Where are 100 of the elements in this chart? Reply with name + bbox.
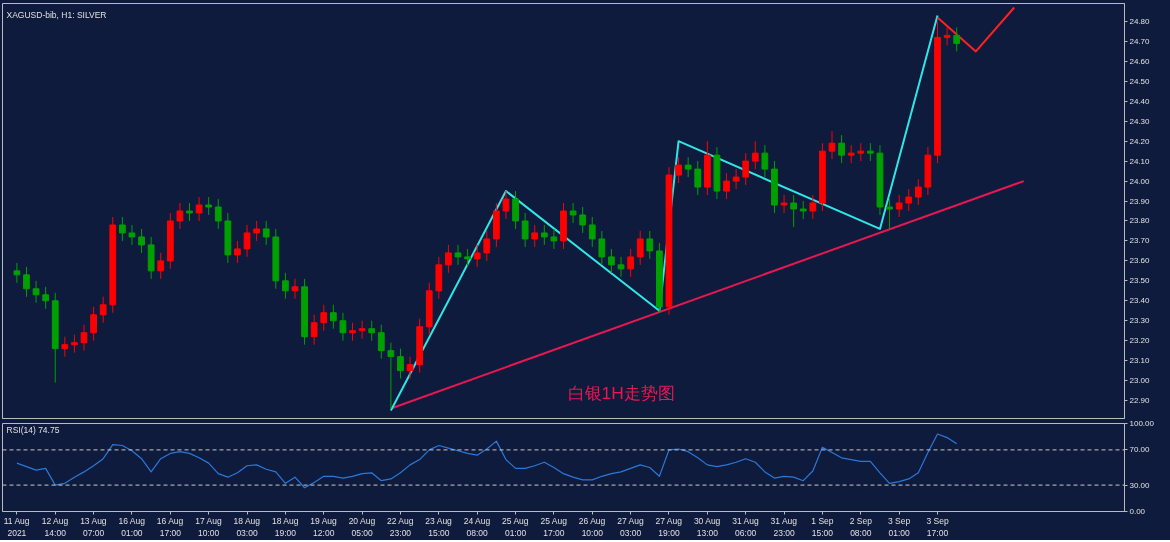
- y-tick-label: 23.40: [1129, 296, 1151, 306]
- candlestick: [598, 230, 606, 266]
- y-tick-label: 23.30: [1129, 316, 1151, 326]
- candlestick: [646, 230, 654, 260]
- candlestick: [751, 140, 759, 170]
- x-tick-label: 27 Aug 19:00: [655, 515, 683, 538]
- x-tick-label: 23 Aug 15:00: [425, 515, 453, 538]
- x-tick-label: 24 Aug 08:00: [463, 515, 491, 538]
- candlestick: [473, 244, 481, 268]
- candlestick: [61, 336, 69, 358]
- x-tick-label: 19 Aug 12:00: [310, 515, 338, 538]
- x-tick-label: 16 Aug 17:00: [156, 515, 184, 538]
- candlestick: [742, 152, 750, 186]
- x-tick-label: 20 Aug 05:00: [348, 515, 376, 538]
- x-tick-label: 31 Aug 23:00: [770, 515, 798, 538]
- x-tick-label: 3 Sep 17:00: [926, 515, 949, 538]
- y-tick-label: 24.50: [1129, 76, 1151, 86]
- candlestick: [521, 212, 529, 248]
- candlestick: [512, 190, 519, 230]
- y-tick-label: 24.60: [1129, 56, 1151, 66]
- candlestick: [90, 306, 97, 342]
- x-tick-label: 3 Sep 01:00: [888, 515, 911, 538]
- candlestick: [531, 224, 539, 248]
- candlestick: [157, 252, 165, 280]
- chart-title: RSI(14) 74.75: [6, 424, 60, 435]
- candlestick: [128, 224, 136, 246]
- candlestick: [138, 228, 145, 254]
- candlestick: [943, 26, 951, 46]
- x-tick-label: 13 Aug 07:00: [80, 515, 107, 538]
- x-tick-label: 27 Aug 03:00: [617, 515, 644, 538]
- candlestick: [262, 220, 270, 246]
- y-tick-label: 24.30: [1129, 116, 1151, 126]
- candlestick: [627, 248, 635, 278]
- x-tick-label: 16 Aug 01:00: [118, 515, 146, 538]
- y-tick-label: 24.10: [1129, 156, 1151, 166]
- candlestick: [176, 202, 184, 230]
- candlestick: [914, 178, 922, 206]
- candlestick: [838, 134, 845, 164]
- candlestick: [445, 244, 452, 274]
- x-tick-label: 25 Aug 17:00: [540, 515, 568, 538]
- candlestick: [13, 262, 21, 284]
- y-tick-label: 23.00: [1129, 376, 1151, 386]
- candlestick: [540, 224, 548, 246]
- y-tick-label: 70.00: [1129, 445, 1151, 455]
- y-tick-label: 23.10: [1129, 356, 1151, 366]
- y-tick-label: 24.70: [1129, 36, 1151, 46]
- candlestick: [675, 156, 682, 184]
- y-tick-label: 23.50: [1129, 276, 1151, 286]
- candlestick: [732, 168, 740, 190]
- candlestick: [569, 202, 577, 224]
- candlestick: [32, 280, 40, 304]
- candlestick: [23, 266, 30, 298]
- candlestick: [310, 314, 318, 346]
- x-tick-label: 1 Sep 15:00: [811, 515, 834, 538]
- line-series: [16, 433, 958, 489]
- candlestick: [809, 194, 817, 220]
- line-series: [389, 14, 939, 412]
- candlestick: [483, 230, 491, 262]
- y-tick-label: 24.20: [1129, 136, 1151, 146]
- candlestick: [195, 196, 203, 222]
- candlestick: [895, 194, 903, 218]
- y-tick-label: 24.80: [1129, 16, 1151, 26]
- y-tick-label: 23.20: [1129, 336, 1151, 346]
- candlestick: [243, 224, 251, 258]
- y-tick-label: 23.90: [1129, 196, 1151, 206]
- y-tick-label: 23.70: [1129, 236, 1151, 246]
- y-tick-label: 22.90: [1129, 396, 1151, 406]
- candlestick: [588, 216, 596, 248]
- x-tick-label: 25 Aug 01:00: [502, 515, 529, 538]
- candlestick: [723, 172, 730, 200]
- candlestick: [761, 144, 769, 178]
- candlestick: [636, 230, 644, 266]
- y-tick-label: 30.00: [1129, 480, 1151, 490]
- candlestick: [953, 26, 961, 52]
- candlestick: [780, 194, 788, 214]
- candlestick: [502, 190, 510, 220]
- candlestick: [368, 320, 376, 342]
- candlestick: [358, 320, 366, 340]
- candlestick: [694, 160, 702, 196]
- candlestick: [339, 312, 347, 342]
- y-tick-label: 0.00: [1129, 507, 1146, 516]
- candlestick: [214, 198, 222, 230]
- candlestick: [579, 206, 587, 234]
- candlestick: [253, 220, 261, 242]
- y-tick-label: 23.60: [1129, 256, 1151, 266]
- x-tick-label: 18 Aug 03:00: [233, 515, 261, 538]
- y-tick-label: 24.40: [1129, 96, 1151, 106]
- y-tick-label: 24.00: [1129, 176, 1151, 186]
- annotation: 白银1H走势图: [567, 382, 675, 403]
- candlestick: [886, 198, 893, 230]
- x-tick-label: 2 Sep 08:00: [849, 515, 873, 538]
- x-tick-label: 22 Aug 23:00: [387, 515, 414, 538]
- x-tick-label: 26 Aug 10:00: [578, 515, 606, 538]
- x-tick-label: 11 Aug 2021: [3, 515, 30, 538]
- candlestick: [454, 244, 462, 266]
- candlestick: [684, 156, 692, 178]
- x-tick-label: 31 Aug 06:00: [732, 515, 759, 538]
- candlestick: [118, 216, 126, 242]
- candlestick: [790, 194, 798, 228]
- candlestick: [397, 348, 404, 380]
